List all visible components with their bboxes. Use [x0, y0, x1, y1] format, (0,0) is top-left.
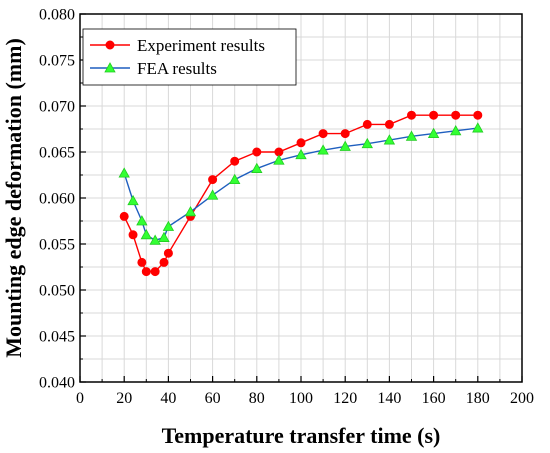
data-point [150, 267, 160, 277]
y-axis-title: Mounting edge deformation (mm) [1, 38, 26, 358]
data-point [137, 257, 147, 267]
data-point [119, 211, 129, 221]
x-tick-label: 120 [333, 390, 357, 407]
x-tick-label: 20 [116, 390, 132, 407]
y-tick-label: 0.055 [39, 237, 75, 254]
x-tick-label: 80 [249, 390, 265, 407]
data-point [296, 138, 306, 148]
legend-label: Experiment results [137, 36, 265, 55]
legend-label: FEA results [137, 59, 217, 78]
data-point [318, 129, 328, 139]
data-point [206, 189, 219, 200]
series-layer [118, 110, 484, 277]
y-tick-label: 0.045 [39, 329, 75, 346]
data-point [361, 137, 373, 149]
data-point [140, 228, 152, 240]
y-tick-label: 0.075 [39, 53, 75, 70]
y-tick-label: 0.050 [39, 283, 75, 300]
x-tick-label: 200 [510, 390, 534, 407]
data-point [405, 130, 418, 141]
data-point [141, 267, 151, 277]
data-point [128, 230, 138, 240]
series-1 [119, 110, 483, 277]
y-tick-label: 0.060 [39, 191, 75, 208]
data-point [136, 215, 148, 226]
data-point [184, 205, 197, 217]
data-point [127, 194, 139, 206]
y-tick-label: 0.080 [39, 7, 75, 24]
data-point [162, 220, 175, 231]
data-point [384, 119, 394, 129]
data-point [159, 257, 169, 267]
x-tick-label: 180 [466, 390, 490, 407]
data-point [158, 231, 170, 242]
data-point [427, 127, 440, 139]
legend-item: Experiment results [90, 36, 265, 55]
data-point [407, 110, 416, 120]
data-point [230, 156, 240, 166]
x-tick-label: 40 [160, 390, 176, 407]
x-axis-title: Temperature transfer time (s) [162, 423, 441, 448]
series-2 [118, 122, 484, 245]
legend-box [82, 28, 297, 86]
y-tick-label: 0.040 [39, 375, 75, 392]
y-tick-label: 0.070 [39, 99, 75, 116]
data-point [273, 154, 285, 165]
data-point [450, 125, 462, 136]
data-point [251, 162, 263, 173]
data-point [295, 148, 307, 160]
legend-marker [105, 40, 115, 50]
data-point [429, 110, 439, 120]
x-tick-label: 100 [289, 390, 313, 407]
data-point [163, 248, 173, 258]
data-point [317, 144, 329, 155]
data-point [473, 110, 483, 120]
data-point [118, 167, 130, 178]
legend: Experiment results FEA results [82, 28, 297, 86]
x-tick-label: 0 [76, 390, 84, 407]
x-tick-label: 160 [422, 390, 446, 407]
data-point [340, 129, 350, 139]
legend-item: FEA results [90, 59, 217, 78]
data-point [229, 173, 241, 185]
data-point [208, 175, 218, 185]
legend-marker [104, 62, 116, 73]
data-point [383, 134, 396, 145]
data-point [252, 147, 262, 157]
data-point [472, 122, 484, 133]
y-tick-label: 0.065 [39, 145, 75, 162]
x-tick-label: 60 [205, 390, 221, 407]
data-point [451, 110, 461, 120]
data-point [149, 234, 161, 245]
axis-ticks: 0 20 40 60 80 100 120 140 160 180 200 0.040 0.045 0.0… [39, 7, 534, 408]
data-point [362, 119, 372, 129]
data-point [339, 140, 351, 151]
x-tick-label: 140 [377, 390, 401, 407]
